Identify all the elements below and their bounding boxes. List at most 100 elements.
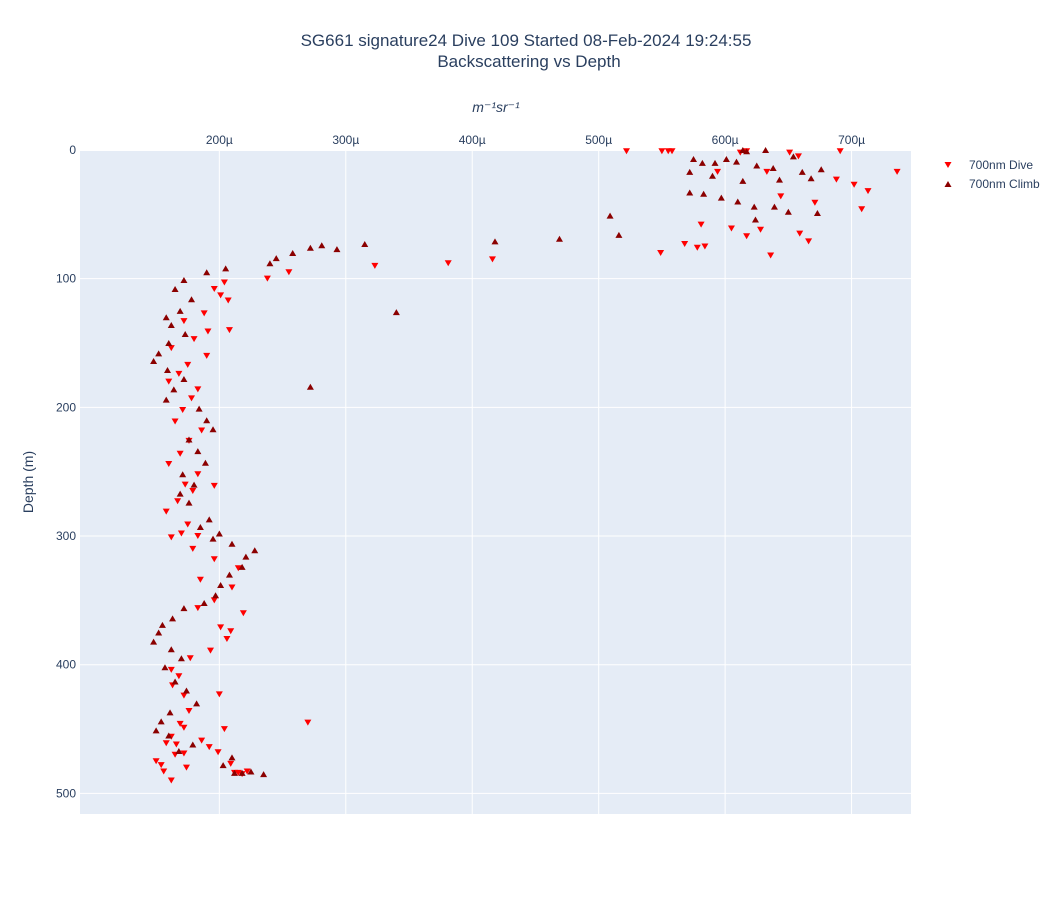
data-point [180, 376, 188, 383]
data-point [681, 240, 689, 247]
data-point [190, 336, 198, 343]
data-point [708, 172, 716, 179]
data-point [185, 499, 193, 506]
data-point [209, 535, 217, 542]
data-point [203, 417, 211, 424]
data-point [622, 148, 630, 155]
data-point [789, 153, 797, 160]
data-point [289, 249, 297, 256]
data-point [739, 177, 747, 184]
data-point [686, 168, 694, 175]
data-point [210, 597, 218, 604]
data-point [238, 769, 246, 776]
y-tick-label: 300 [56, 529, 76, 543]
data-point [811, 199, 819, 206]
data-point [194, 533, 202, 540]
data-point [176, 490, 184, 497]
data-point [215, 530, 223, 537]
data-point [203, 352, 211, 359]
data-point [817, 166, 825, 173]
data-point [176, 450, 184, 457]
data-point [717, 194, 725, 201]
data-point [777, 193, 785, 200]
data-point [217, 624, 225, 631]
data-point [198, 427, 206, 434]
data-point [166, 709, 174, 716]
data-point [753, 162, 761, 169]
y-tick-label: 100 [56, 272, 76, 286]
data-point [260, 771, 268, 778]
data-point [157, 718, 165, 725]
data-point [160, 768, 168, 775]
data-point [770, 203, 778, 210]
y-tick-labels: 0 100 200 300 400 500 [56, 143, 76, 800]
data-point [181, 331, 189, 338]
data-point [169, 615, 177, 622]
data-point [194, 386, 202, 393]
data-point [189, 545, 197, 552]
data-point [222, 265, 230, 272]
data-point [214, 749, 222, 756]
data-point [162, 508, 170, 515]
data-point [247, 768, 255, 775]
data-point [769, 165, 777, 172]
data-point [750, 203, 758, 210]
data-point [763, 168, 771, 175]
x-tick-label: 200µ [206, 133, 233, 147]
data-point [174, 498, 182, 505]
data-point [180, 692, 188, 699]
data-point [179, 406, 187, 413]
data-point [171, 418, 179, 425]
data-point [167, 777, 175, 784]
x-tick-label: 300µ [332, 133, 359, 147]
data-point [167, 646, 175, 653]
data-point [251, 547, 259, 554]
legend[interactable]: 700nm Dive 700nm Climb [944, 158, 1041, 191]
x-tick-label: 500µ [585, 133, 612, 147]
series-climb [150, 147, 825, 778]
data-point [182, 687, 190, 694]
data-point [210, 482, 218, 489]
data-point [164, 367, 172, 374]
data-point [155, 350, 163, 357]
data-point [228, 754, 236, 761]
data-point [224, 297, 232, 304]
data-point [285, 269, 293, 276]
data-point [167, 666, 175, 673]
data-point [189, 488, 197, 495]
data-point [189, 741, 197, 748]
chart-title: SG661 signature24 Dive 109 Started 08-Fe… [301, 31, 752, 50]
data-point [155, 629, 163, 636]
data-point [220, 279, 228, 286]
data-point [361, 240, 369, 247]
grid-horizontal [80, 149, 911, 794]
data-point [832, 176, 840, 183]
grid-vertical [218, 150, 853, 814]
data-point [775, 176, 783, 183]
data-point [555, 235, 563, 242]
data-point [698, 159, 706, 166]
data-point [266, 260, 274, 267]
data-point [196, 524, 204, 531]
data-point [217, 581, 225, 588]
y-tick-label: 200 [56, 400, 76, 414]
data-point [714, 168, 722, 175]
data-point [864, 188, 872, 195]
data-point [179, 471, 187, 478]
data-point [175, 747, 183, 754]
legend-item-dive[interactable]: 700nm Dive [944, 158, 1034, 172]
data-point [185, 708, 193, 715]
data-point [180, 318, 188, 325]
data-point [210, 556, 218, 563]
data-point [615, 231, 623, 238]
data-point [893, 168, 901, 175]
legend-item-climb[interactable]: 700nm Climb [944, 177, 1041, 191]
data-point [657, 249, 665, 256]
data-point [150, 358, 158, 365]
data-point [190, 481, 198, 488]
data-point [444, 260, 452, 267]
data-point [219, 762, 227, 769]
plot-area [80, 150, 911, 814]
data-point [318, 242, 326, 249]
data-point [690, 156, 698, 163]
